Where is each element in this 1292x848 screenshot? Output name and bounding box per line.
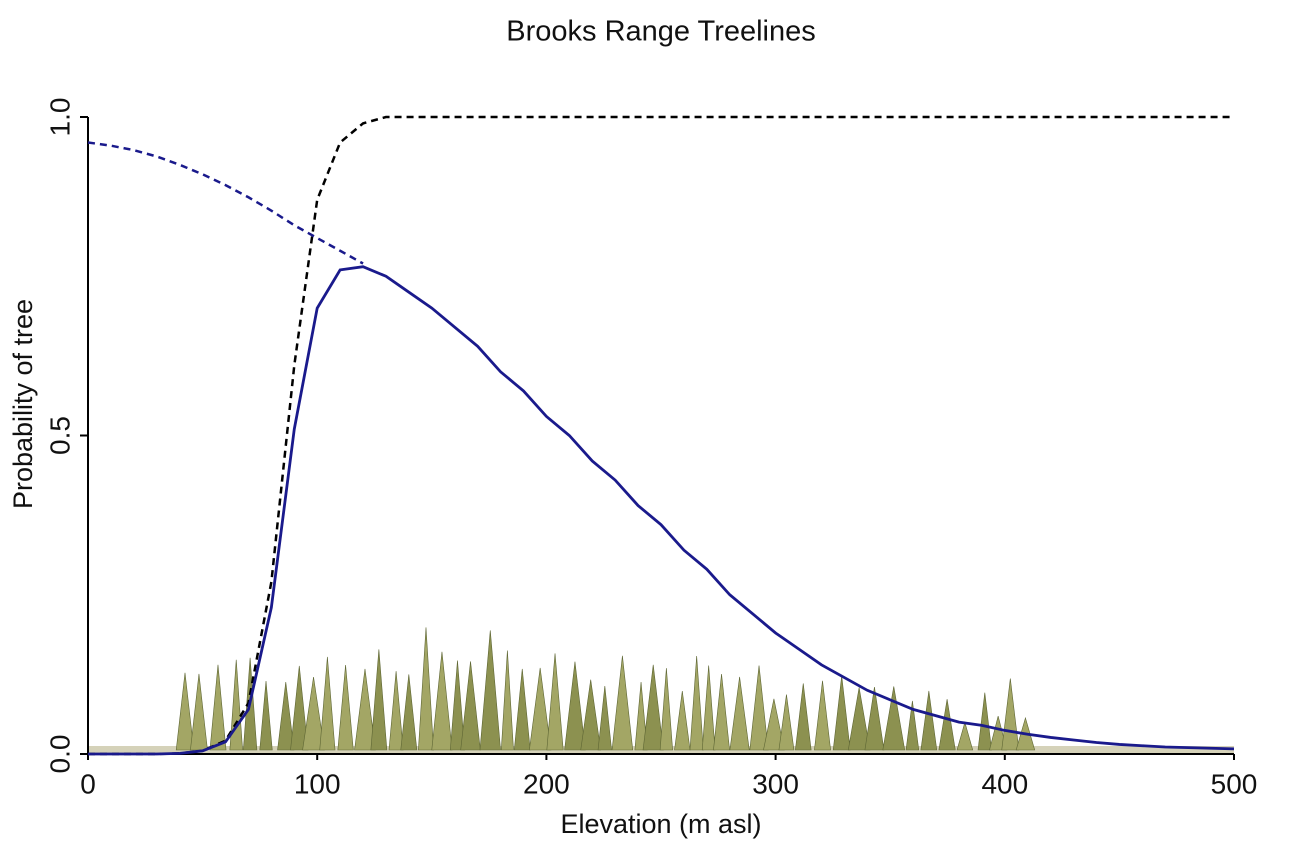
tree [479, 630, 501, 751]
tree [319, 656, 336, 751]
y-axis-label: Probability of tree [8, 299, 38, 509]
tree [597, 685, 612, 751]
tree [882, 686, 906, 751]
tree [449, 660, 465, 751]
tree [564, 661, 586, 751]
y-tick-label: 0.5 [44, 416, 75, 455]
series-line [87, 141, 364, 265]
tree [905, 700, 920, 751]
tree [209, 664, 227, 751]
x-tick-label: 200 [523, 768, 570, 799]
tree [674, 691, 691, 751]
chart-title: Brooks Range Treelines [506, 16, 816, 48]
tree [337, 664, 354, 751]
tree [175, 672, 195, 751]
tree [354, 668, 376, 751]
x-tick-label: 100 [294, 768, 341, 799]
tree [418, 627, 434, 751]
tree [956, 721, 974, 751]
tree [977, 692, 992, 751]
tree [729, 676, 750, 751]
tree [431, 651, 453, 751]
tree [388, 671, 404, 751]
tree [500, 650, 514, 751]
tree [1001, 678, 1020, 751]
tree [190, 673, 208, 751]
tree [529, 667, 552, 751]
tree [302, 676, 325, 751]
x-tick-label: 400 [981, 768, 1028, 799]
tree [460, 661, 481, 751]
tree [290, 665, 309, 751]
tree [795, 683, 812, 751]
tree [938, 699, 956, 751]
series-line [88, 115, 1234, 756]
tree [778, 694, 795, 751]
tree [763, 698, 785, 751]
tree [659, 668, 673, 751]
x-axis-label: Elevation (m asl) [560, 809, 761, 839]
y-tick-label: 0.0 [44, 735, 75, 774]
tree [229, 659, 243, 751]
tree [634, 682, 648, 751]
tree [611, 655, 634, 751]
tree [832, 675, 851, 751]
tree [370, 649, 388, 751]
tree [920, 690, 938, 751]
tree [642, 664, 664, 751]
y-tick-label: 1.0 [44, 98, 75, 137]
tree [689, 656, 704, 751]
x-tick-label: 300 [752, 768, 799, 799]
tree [847, 687, 871, 751]
tree [546, 653, 564, 751]
x-tick-label: 500 [1211, 768, 1258, 799]
tree [513, 668, 531, 751]
tree [277, 681, 295, 751]
x-tick-label: 0 [80, 768, 96, 799]
tree [864, 686, 885, 751]
tree [580, 679, 602, 751]
tree [259, 681, 273, 751]
tree [701, 665, 716, 751]
tree [400, 674, 418, 751]
tree [814, 680, 831, 751]
tree [713, 673, 730, 751]
tree [749, 665, 769, 751]
series-line [88, 265, 1235, 756]
